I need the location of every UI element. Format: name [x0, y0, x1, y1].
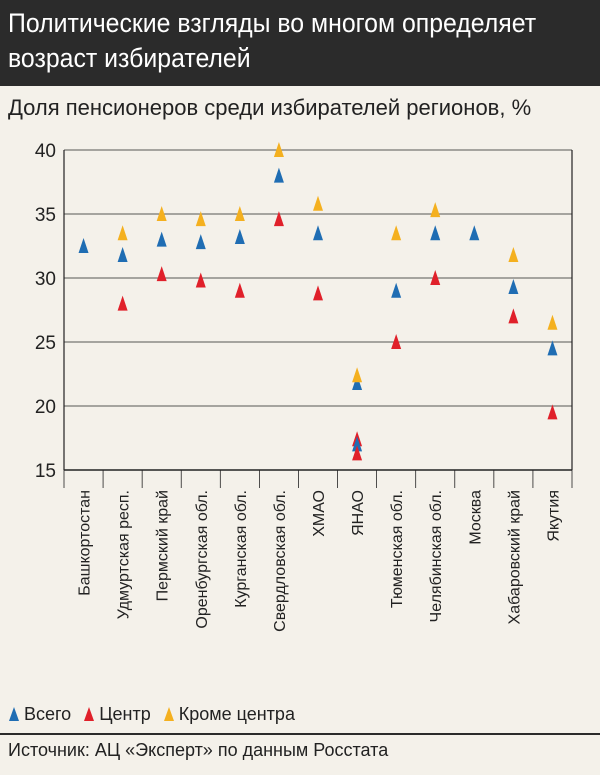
- marker-center: [313, 285, 323, 301]
- x-tick-label: Тюменская обл.: [389, 490, 406, 608]
- legend-marker-total-shape: [9, 707, 19, 721]
- marker-center: [156, 266, 167, 282]
- x-tick-label: Башкортостан: [77, 490, 94, 596]
- marker-center: [234, 282, 245, 298]
- marker-total: [352, 374, 363, 390]
- marker-excluding-center: [117, 225, 128, 241]
- footer-divider: [0, 733, 600, 735]
- marker-excluding-center: [430, 202, 441, 218]
- marker-total: [469, 225, 480, 241]
- marker-total: [195, 234, 206, 250]
- marker-excluding-center: [313, 195, 323, 211]
- x-tick-label: Челябинская обл.: [428, 490, 445, 622]
- legend-marker-excluding-center: [163, 707, 174, 721]
- x-tick-label: Оренбургская обл.: [194, 490, 211, 629]
- marker-center: [273, 211, 284, 227]
- x-tick-label: ХМАО: [311, 490, 328, 537]
- marker-total: [156, 231, 167, 247]
- marker-total: [78, 238, 89, 253]
- marker-total: [391, 282, 402, 298]
- y-tick-label: 15: [35, 461, 56, 482]
- x-tick-label: Хабаровский край: [506, 490, 523, 624]
- y-tick-label: 20: [35, 397, 56, 418]
- marker-total: [313, 225, 323, 241]
- source-note: Источник: АЦ «Эксперт» по данным Росстат…: [8, 740, 389, 760]
- y-axis-title: Доля пенсионеров среди избирателей регио…: [8, 95, 532, 120]
- legend-label-center: Центр: [99, 703, 151, 724]
- x-tick-label: Москва: [467, 490, 484, 545]
- marker-extra: [352, 436, 363, 452]
- marker-extra: [352, 445, 363, 461]
- marker-center: [430, 270, 441, 285]
- marker-center: [391, 334, 402, 349]
- marker-excluding-center: [156, 206, 167, 221]
- legend-item-total: Всего: [8, 704, 71, 725]
- legend-label-total: Всего: [24, 703, 72, 724]
- y-tick-label: 25: [35, 333, 56, 354]
- marker-excluding-center: [273, 142, 284, 157]
- legend: Всего Центр Кроме центра: [8, 702, 307, 726]
- marker-center: [195, 272, 206, 288]
- marker-excluding-center: [391, 225, 402, 241]
- marker-total: [547, 340, 558, 356]
- x-tick-label: Курганская обл.: [233, 490, 250, 608]
- marker-excluding-center: [508, 246, 519, 262]
- x-tick-label: Якутия: [545, 490, 562, 542]
- marker-total: [273, 167, 284, 183]
- y-tick-label: 40: [35, 141, 56, 162]
- marker-total: [234, 229, 245, 245]
- marker-total: [430, 225, 441, 241]
- marker-excluding-center: [547, 314, 558, 330]
- y-tick-label: 35: [35, 205, 56, 226]
- marker-center: [508, 308, 519, 324]
- chart-title: Политические взгляды во многом определяе…: [8, 8, 537, 73]
- legend-label-excluding-center: Кроме центра: [178, 703, 295, 724]
- plot-area: 15 20 25 30 35 40 Башкортостан Удмуртская респ.…: [35, 141, 573, 632]
- legend-marker-excluding-center-shape: [163, 707, 174, 721]
- y-tick-label: 30: [35, 269, 56, 290]
- legend-marker-center: [84, 707, 95, 721]
- chart-header: Политические взгляды во многом определяе…: [0, 0, 600, 86]
- scatter-chart: 15 20 25 30 35 40 Башкортостан Удмуртская респ.…: [35, 141, 573, 632]
- legend-marker-center-shape: [84, 707, 95, 721]
- marker-excluding-center: [195, 211, 206, 227]
- marker-total: [508, 278, 519, 294]
- legend-marker-total: [9, 707, 19, 721]
- marker-total: [117, 246, 128, 262]
- marker-excluding-center: [234, 206, 245, 221]
- marker-center: [117, 295, 128, 311]
- x-tick-label: Свердловская обл.: [272, 490, 289, 632]
- marker-excluding-center: [352, 367, 363, 383]
- x-tick-label: ЯНАО: [350, 490, 367, 536]
- marker-center: [547, 404, 558, 420]
- legend-item-excluding-center: Кроме центра: [163, 704, 295, 725]
- x-tick-label: Удмуртская респ.: [116, 490, 133, 619]
- x-tick-label: Пермский край: [155, 490, 172, 601]
- legend-item-center: Центр: [83, 704, 151, 725]
